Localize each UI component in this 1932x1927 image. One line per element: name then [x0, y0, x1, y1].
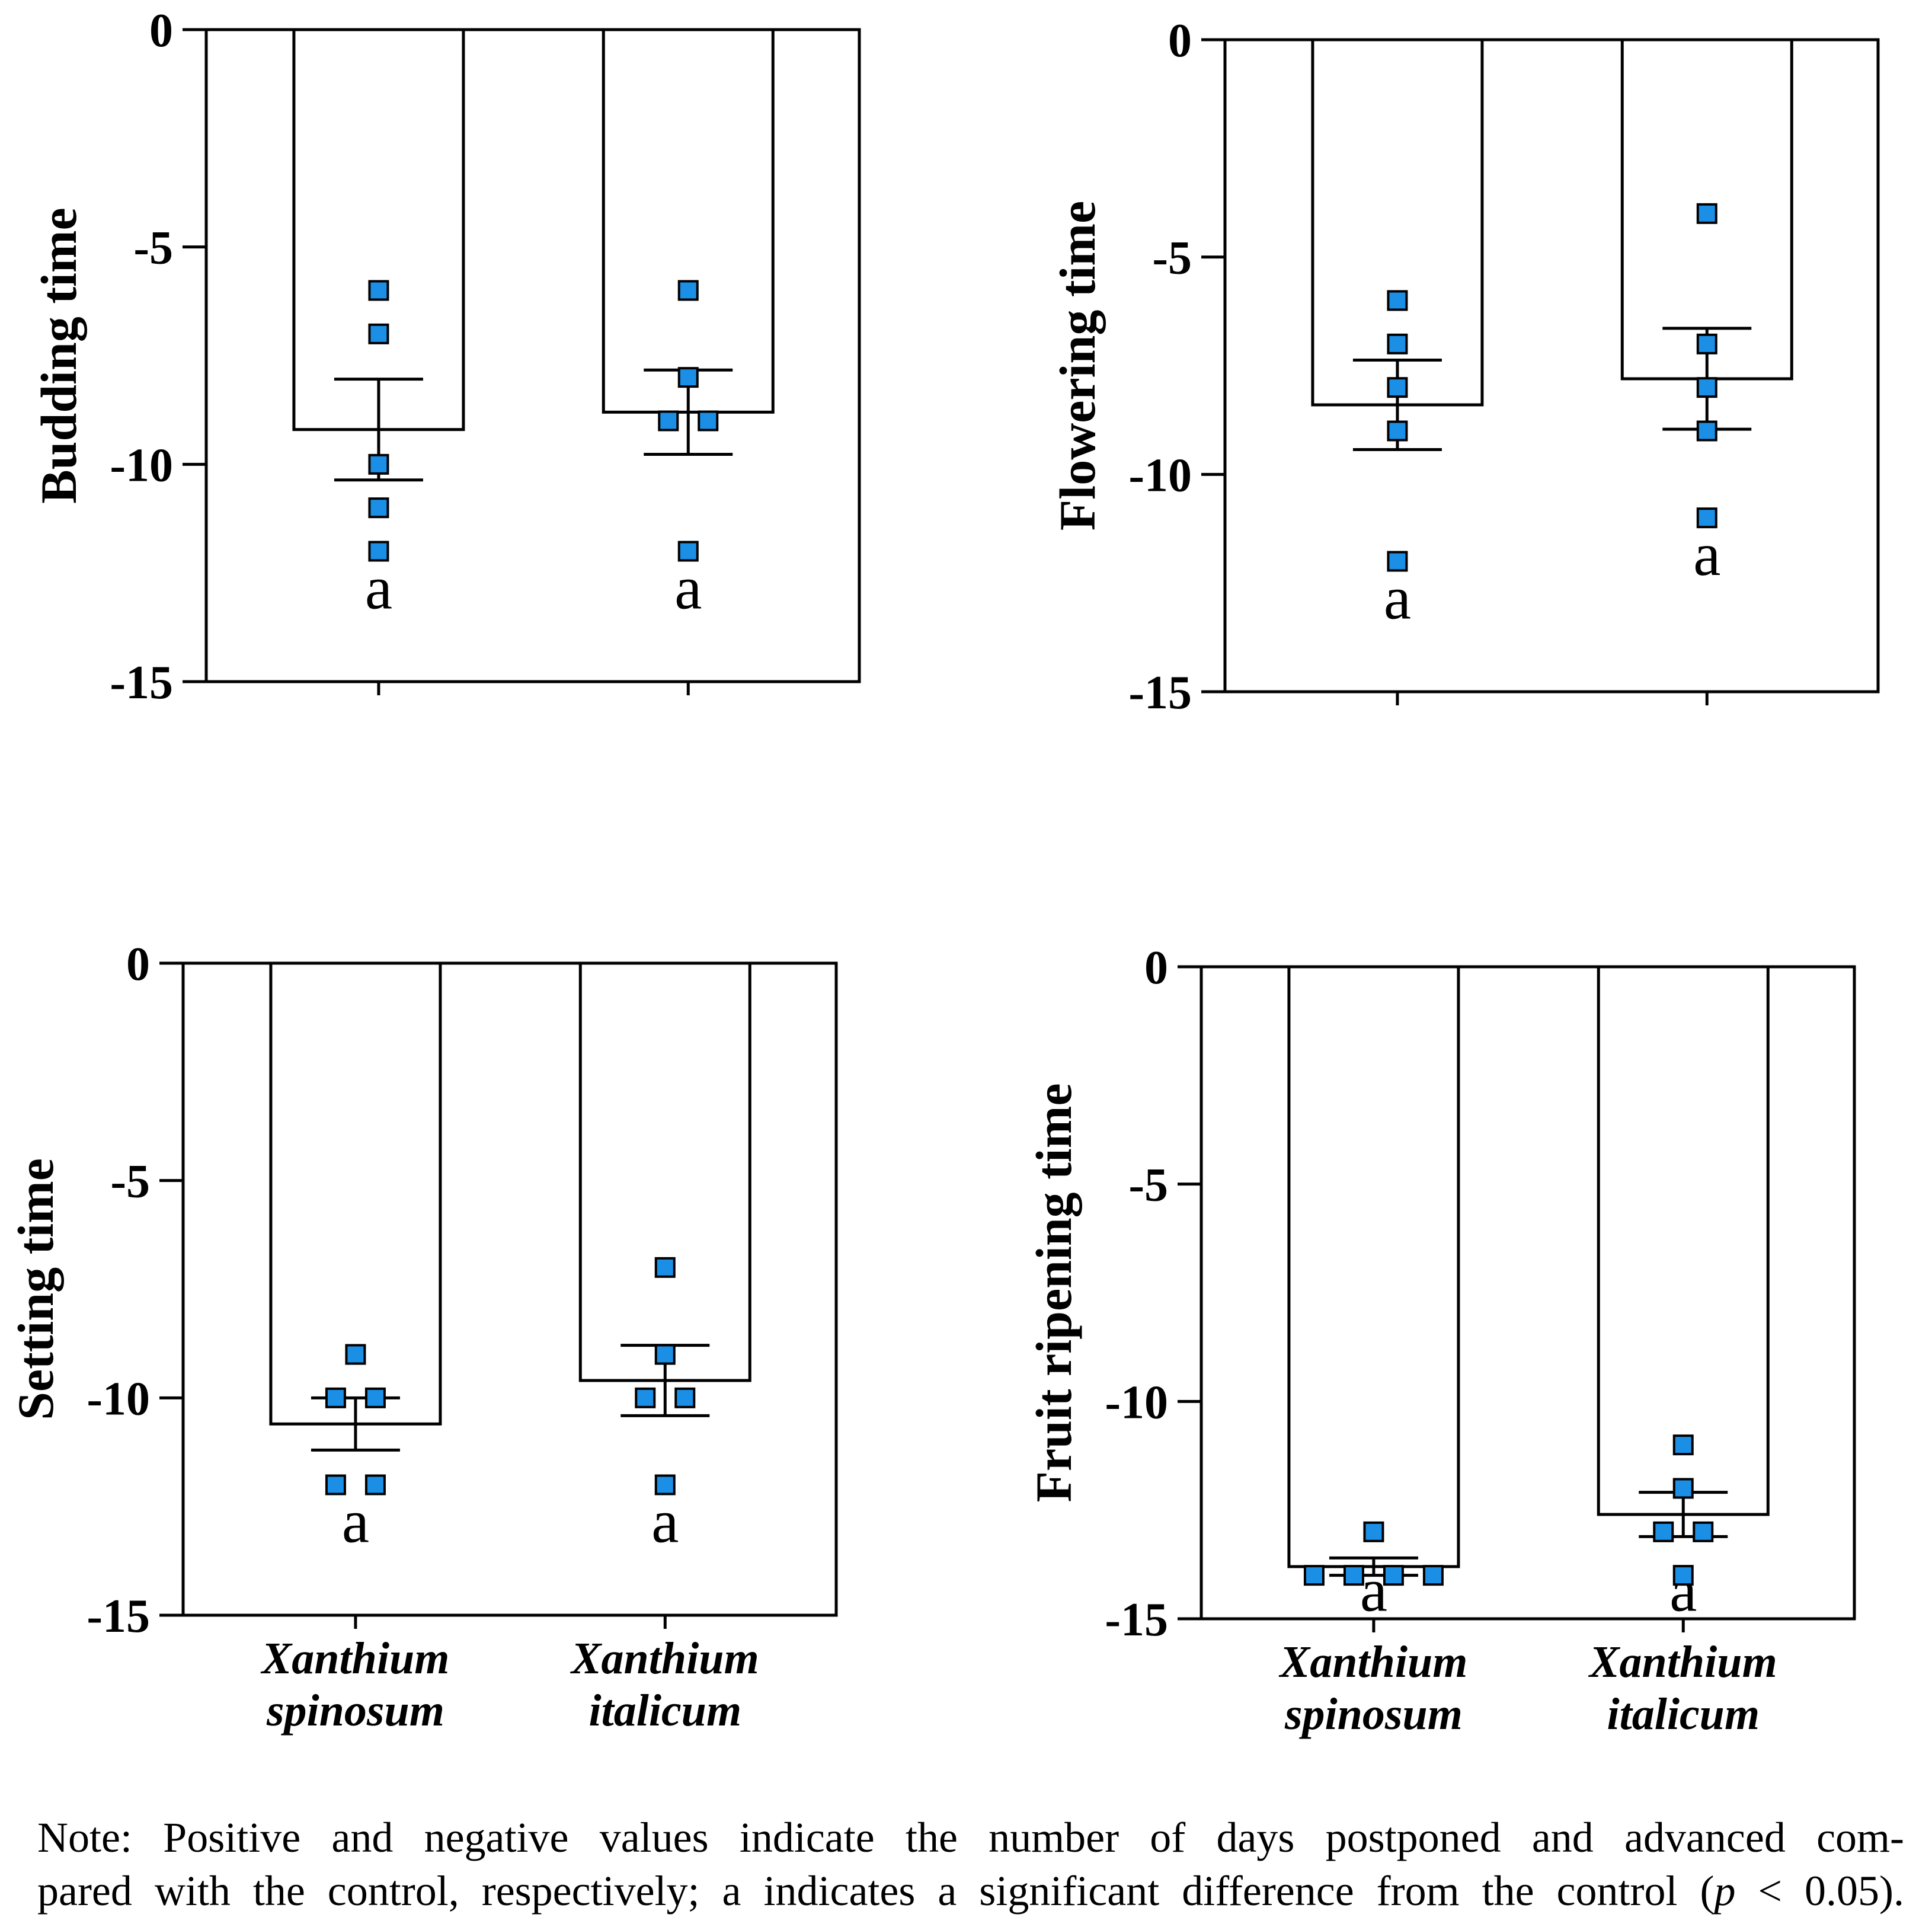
data-point: [1343, 1565, 1364, 1586]
significance-letter: a: [365, 554, 392, 622]
y-tick-label: 0: [126, 938, 150, 990]
data-point: [325, 1387, 346, 1408]
data-point: [1672, 1478, 1694, 1499]
y-tick-label: -5: [1152, 232, 1192, 285]
data-point: [1672, 1434, 1694, 1456]
bar: [1287, 965, 1460, 1568]
figure-note: Note: Positive and negative values indic…: [37, 1811, 1904, 1918]
p-value-symbol: p: [1714, 1867, 1736, 1915]
y-tick-label: -10: [1128, 449, 1192, 501]
y-axis-label: Flowering time: [1049, 201, 1106, 531]
data-point: [368, 323, 389, 344]
y-tick-label: 0: [149, 5, 173, 57]
data-point: [1387, 420, 1408, 442]
data-point: [654, 1474, 676, 1495]
data-point: [1653, 1521, 1674, 1542]
data-point: [345, 1344, 366, 1365]
bar: [602, 28, 775, 414]
data-point: [677, 541, 699, 562]
x-label-species: spinosum: [266, 1686, 444, 1736]
y-tick-label: -10: [87, 1373, 150, 1425]
bar: [292, 28, 465, 432]
data-point: [1363, 1521, 1384, 1542]
y-tick-label: -5: [110, 1156, 150, 1208]
x-label-species: italicum: [1607, 1689, 1760, 1739]
data-point: [677, 367, 699, 388]
plot-frame: [1199, 965, 1856, 1621]
x-label-species: italicum: [588, 1686, 741, 1736]
data-point: [1383, 1565, 1404, 1586]
data-point: [1696, 333, 1717, 354]
note-line-1: Note: Positive and negative values indic…: [37, 1814, 1904, 1861]
significance-letter: a: [1693, 520, 1720, 589]
plot-frame: [204, 28, 861, 683]
y-tick-label: -10: [1105, 1376, 1168, 1429]
panel-flowering-time: a a 0 -5 -10 -15 Flowering time: [1049, 15, 1880, 719]
y-tick-label: -15: [1128, 667, 1192, 719]
note-line-2-text: pared with the control, respectively; a …: [37, 1867, 1715, 1915]
plot-frame: [181, 961, 838, 1617]
y-tick-label: 0: [1144, 942, 1168, 994]
data-point: [1387, 333, 1408, 354]
figure: a a 0 -5 -10 -15 Budding time a a 0 -5 -10 -15 Flowe…: [7, 5, 1880, 1739]
x-label-genus: Xanthium: [1279, 1637, 1468, 1687]
data-point: [1387, 551, 1408, 572]
y-axis-label: Setting time: [7, 1158, 64, 1420]
x-label-genus: Xanthium: [261, 1634, 450, 1683]
note-line-2-end: < 0.05).: [1735, 1867, 1904, 1915]
data-point: [368, 497, 389, 519]
bar: [578, 961, 751, 1382]
data-point: [654, 1257, 676, 1278]
data-point: [1696, 420, 1717, 442]
y-axis-label: Fruit ripening time: [1025, 1083, 1082, 1502]
data-point: [677, 280, 699, 301]
data-point: [654, 1344, 676, 1365]
y-tick-label: -10: [110, 439, 173, 491]
data-point: [368, 280, 389, 301]
plot-frame: [1223, 38, 1880, 694]
data-point: [1303, 1565, 1325, 1586]
note-line-2: pared with the control, respectively; a …: [37, 1864, 1904, 1918]
y-tick-label: -15: [110, 657, 173, 709]
data-point: [1696, 203, 1717, 224]
significance-letter: a: [342, 1487, 369, 1555]
panel-budding-time: a a 0 -5 -10 -15 Budding time: [30, 5, 861, 709]
bar: [1597, 965, 1770, 1516]
data-point: [698, 410, 719, 432]
significance-letter: a: [1384, 564, 1411, 632]
x-label-genus: Xanthium: [1588, 1637, 1777, 1687]
data-point: [364, 1474, 386, 1495]
x-label-species: spinosum: [1284, 1689, 1463, 1739]
data-point: [1693, 1521, 1714, 1542]
data-point: [1422, 1565, 1444, 1586]
y-tick-label: -5: [1128, 1159, 1168, 1212]
data-point: [368, 453, 389, 475]
data-point: [1387, 290, 1408, 311]
y-tick-label: -5: [133, 222, 173, 274]
data-point: [635, 1387, 656, 1408]
data-point: [1696, 507, 1717, 529]
data-point: [658, 410, 679, 432]
data-point: [1387, 377, 1408, 398]
data-point: [364, 1387, 386, 1408]
y-tick-label: -15: [1105, 1594, 1168, 1646]
data-point: [674, 1387, 696, 1408]
y-tick-label: -15: [87, 1590, 150, 1642]
data-point: [368, 541, 389, 562]
y-tick-label: 0: [1168, 15, 1192, 67]
data-point: [1672, 1565, 1694, 1586]
data-point: [1696, 377, 1717, 398]
significance-letter: a: [674, 554, 702, 622]
y-axis-label: Budding time: [30, 207, 87, 503]
x-label-genus: Xanthium: [570, 1634, 759, 1683]
significance-letter: a: [651, 1487, 679, 1555]
data-point: [325, 1474, 346, 1495]
